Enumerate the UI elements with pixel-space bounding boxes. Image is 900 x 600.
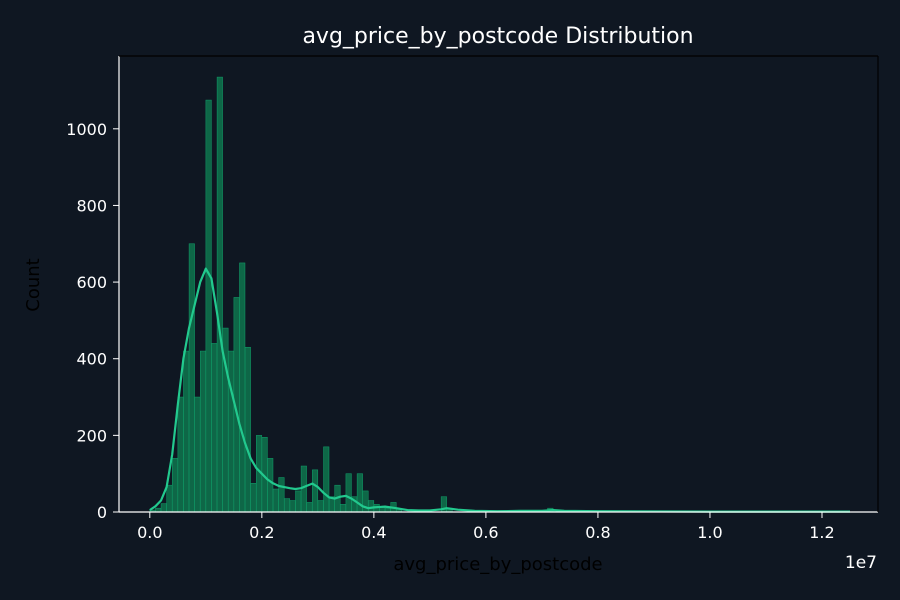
histogram-bar <box>160 503 167 513</box>
histogram-bar <box>267 458 274 513</box>
y-axis-ticks: 0 200 400 600 800 1000 <box>66 120 119 522</box>
kde-curve-layer <box>149 267 850 513</box>
histogram-bar <box>166 484 173 513</box>
histogram-bar <box>272 488 279 513</box>
x-tick-label: 0.0 <box>137 523 162 542</box>
histogram-bar <box>306 502 313 513</box>
histogram-bar <box>284 498 291 513</box>
histogram-bar <box>188 243 195 513</box>
y-tick-label: 800 <box>76 196 107 215</box>
y-axis-label: Count <box>23 258 44 311</box>
x-tick-label: 0.4 <box>361 523 386 542</box>
x-tick-label: 1.0 <box>697 523 722 542</box>
histogram-bar <box>172 458 179 513</box>
y-tick-label: 400 <box>76 350 107 369</box>
histogram-bar <box>250 483 257 513</box>
histogram-bar <box>278 477 285 513</box>
histogram-bar <box>295 490 302 513</box>
x-tick-label: 0.6 <box>473 523 498 542</box>
y-tick-label: 1000 <box>66 120 107 139</box>
x-tick-label: 0.8 <box>585 523 610 542</box>
histogram-bar <box>289 500 296 513</box>
histogram-bar <box>317 500 324 513</box>
x-tick-label: 1.2 <box>809 523 834 542</box>
y-tick-label: 0 <box>97 503 107 522</box>
histogram-bar <box>228 350 235 513</box>
histogram-bar <box>368 500 375 513</box>
histogram-bar <box>177 396 184 513</box>
histogram-bar <box>216 76 223 513</box>
histogram-bar <box>300 465 307 513</box>
histogram-bar <box>312 469 319 513</box>
axes-spines <box>118 55 879 513</box>
chart-title: avg_price_by_postcode Distribution <box>302 24 693 49</box>
histogram-bar <box>211 343 218 513</box>
histogram-bar <box>239 262 246 513</box>
x-axis-offset-label: 1e7 <box>845 553 877 573</box>
y-tick-label: 200 <box>76 426 107 445</box>
histogram-bar <box>200 350 207 513</box>
histogram-bar <box>194 396 201 513</box>
x-axis-ticks: 0.0 0.2 0.4 0.6 0.8 1.0 1.2 <box>137 512 835 542</box>
histogram-bar <box>345 473 352 513</box>
histogram-bar <box>244 346 251 513</box>
histogram-bar <box>323 446 330 513</box>
x-axis-label: avg_price_by_postcode <box>393 554 602 575</box>
histogram-bar <box>183 350 190 513</box>
y-tick-label: 600 <box>76 273 107 292</box>
kde-line <box>149 267 850 513</box>
histogram-bar <box>205 99 212 513</box>
x-tick-label: 0.2 <box>249 523 274 542</box>
histogram-bar <box>340 504 347 513</box>
